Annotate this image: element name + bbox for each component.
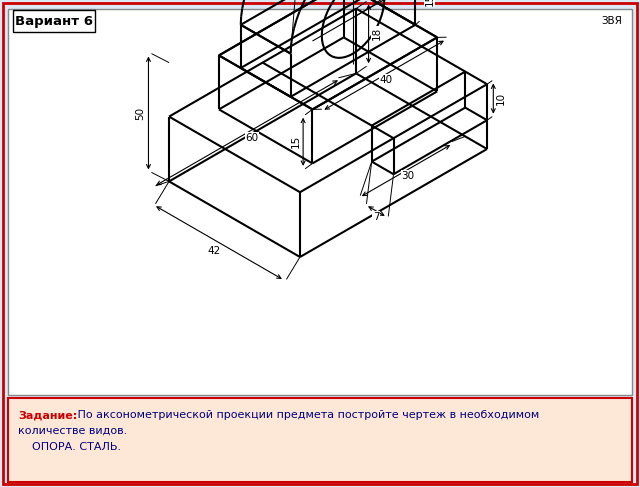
Text: Задание:: Задание:	[18, 410, 77, 420]
Text: Вариант 6: Вариант 6	[15, 15, 93, 27]
FancyBboxPatch shape	[3, 3, 637, 484]
FancyBboxPatch shape	[13, 10, 95, 32]
FancyBboxPatch shape	[8, 398, 632, 482]
Text: 15: 15	[291, 135, 301, 149]
FancyBboxPatch shape	[8, 9, 632, 395]
Text: 50: 50	[136, 107, 145, 120]
Text: ОПОРА. СТАЛЬ.: ОПОРА. СТАЛЬ.	[18, 442, 121, 452]
Text: количестве видов.: количестве видов.	[18, 426, 127, 436]
Text: 40: 40	[380, 75, 393, 85]
Text: 30: 30	[401, 170, 415, 181]
Text: 60: 60	[245, 133, 259, 143]
Text: По аксонометрической проекции предмета постройте чертеж в необходимом: По аксонометрической проекции предмета п…	[74, 410, 540, 420]
Text: ЗВЯ: ЗВЯ	[601, 16, 622, 26]
Text: 10: 10	[496, 92, 506, 105]
Text: 7: 7	[373, 212, 380, 222]
Text: 15: 15	[424, 0, 435, 6]
Text: 42: 42	[207, 245, 221, 256]
Text: 18: 18	[372, 27, 381, 40]
